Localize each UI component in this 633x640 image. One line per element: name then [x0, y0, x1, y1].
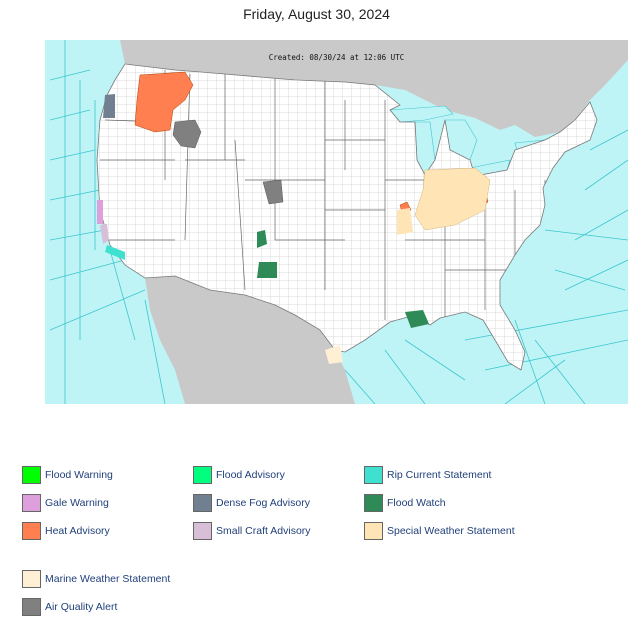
swatch-heat-advisory — [22, 522, 41, 540]
foreign-land — [120, 40, 628, 404]
swatch-gale-warning — [22, 494, 41, 512]
legend-item-dense-fog-advisory[interactable]: Dense Fog Advisory — [193, 493, 310, 513]
created-timestamp: Created: 08/30/24 at 12:06 UTC — [268, 53, 405, 62]
air-quality-alert-area — [172, 119, 202, 149]
legend-label[interactable]: Flood Advisory — [216, 469, 285, 481]
swatch-air-quality-alert — [22, 598, 41, 616]
legend-item-flood-warning[interactable]: Flood Warning — [22, 465, 113, 485]
legend-item-marine-weather-statement[interactable]: Marine Weather Statement — [22, 569, 170, 589]
legend-label[interactable]: Small Craft Advisory — [216, 525, 311, 537]
legend-item-rip-current-statement[interactable]: Rip Current Statement — [364, 465, 491, 485]
flood-watch-area — [257, 230, 267, 248]
legend-label[interactable]: Flood Watch — [387, 497, 446, 509]
swatch-flood-warning — [22, 466, 41, 484]
swatch-rip-current-statement — [364, 466, 383, 484]
legend-item-air-quality-alert[interactable]: Air Quality Alert — [22, 597, 117, 617]
marine-weather-statement-area — [325, 345, 343, 364]
page-title: Friday, August 30, 2024 — [243, 6, 390, 22]
legend-item-gale-warning[interactable]: Gale Warning — [22, 493, 109, 513]
swatch-small-craft-advisory — [193, 522, 212, 540]
legend-item-heat-advisory[interactable]: Heat Advisory — [22, 521, 110, 541]
swatch-marine-weather-statement — [22, 570, 41, 588]
legend-item-flood-advisory[interactable]: Flood Advisory — [193, 465, 285, 485]
legend-item-special-weather-statement[interactable]: Special Weather Statement — [364, 521, 515, 541]
swatch-dense-fog-advisory — [193, 494, 212, 512]
swatch-flood-advisory — [193, 466, 212, 484]
legend-label[interactable]: Air Quality Alert — [45, 601, 118, 613]
air-quality-alert-area-2 — [262, 179, 284, 205]
swatch-special-weather-statement — [364, 522, 383, 540]
gale-warning-area — [97, 200, 103, 224]
dense-fog-advisory-area — [103, 94, 115, 118]
legend-label[interactable]: Special Weather Statement — [387, 525, 515, 537]
map-canvas — [45, 40, 628, 404]
special-weather-statement-area-2 — [397, 208, 413, 235]
heat-advisory-area — [134, 71, 194, 133]
legend-item-flood-watch[interactable]: Flood Watch — [364, 493, 446, 513]
marine-zone-lines — [49, 40, 628, 404]
flood-watch-area-3 — [405, 310, 429, 328]
special-weather-statement-area — [414, 167, 491, 231]
legend-label[interactable]: Flood Warning — [45, 469, 113, 481]
legend-label[interactable]: Heat Advisory — [45, 525, 110, 537]
legend-label[interactable]: Dense Fog Advisory — [216, 497, 310, 509]
legend-label[interactable]: Marine Weather Statement — [45, 573, 171, 585]
legend-item-small-craft-advisory[interactable]: Small Craft Advisory — [193, 521, 311, 541]
swatch-flood-watch — [364, 494, 383, 512]
legend-label[interactable]: Rip Current Statement — [387, 469, 492, 481]
flood-watch-area-2 — [257, 262, 277, 278]
small-craft-advisory-area — [100, 224, 109, 244]
us-hazard-map[interactable]: Created: 08/30/24 at 12:06 UTC — [45, 40, 628, 404]
rip-current-statement-area — [105, 245, 125, 260]
legend-label[interactable]: Gale Warning — [45, 497, 109, 509]
alert-areas — [97, 71, 491, 364]
